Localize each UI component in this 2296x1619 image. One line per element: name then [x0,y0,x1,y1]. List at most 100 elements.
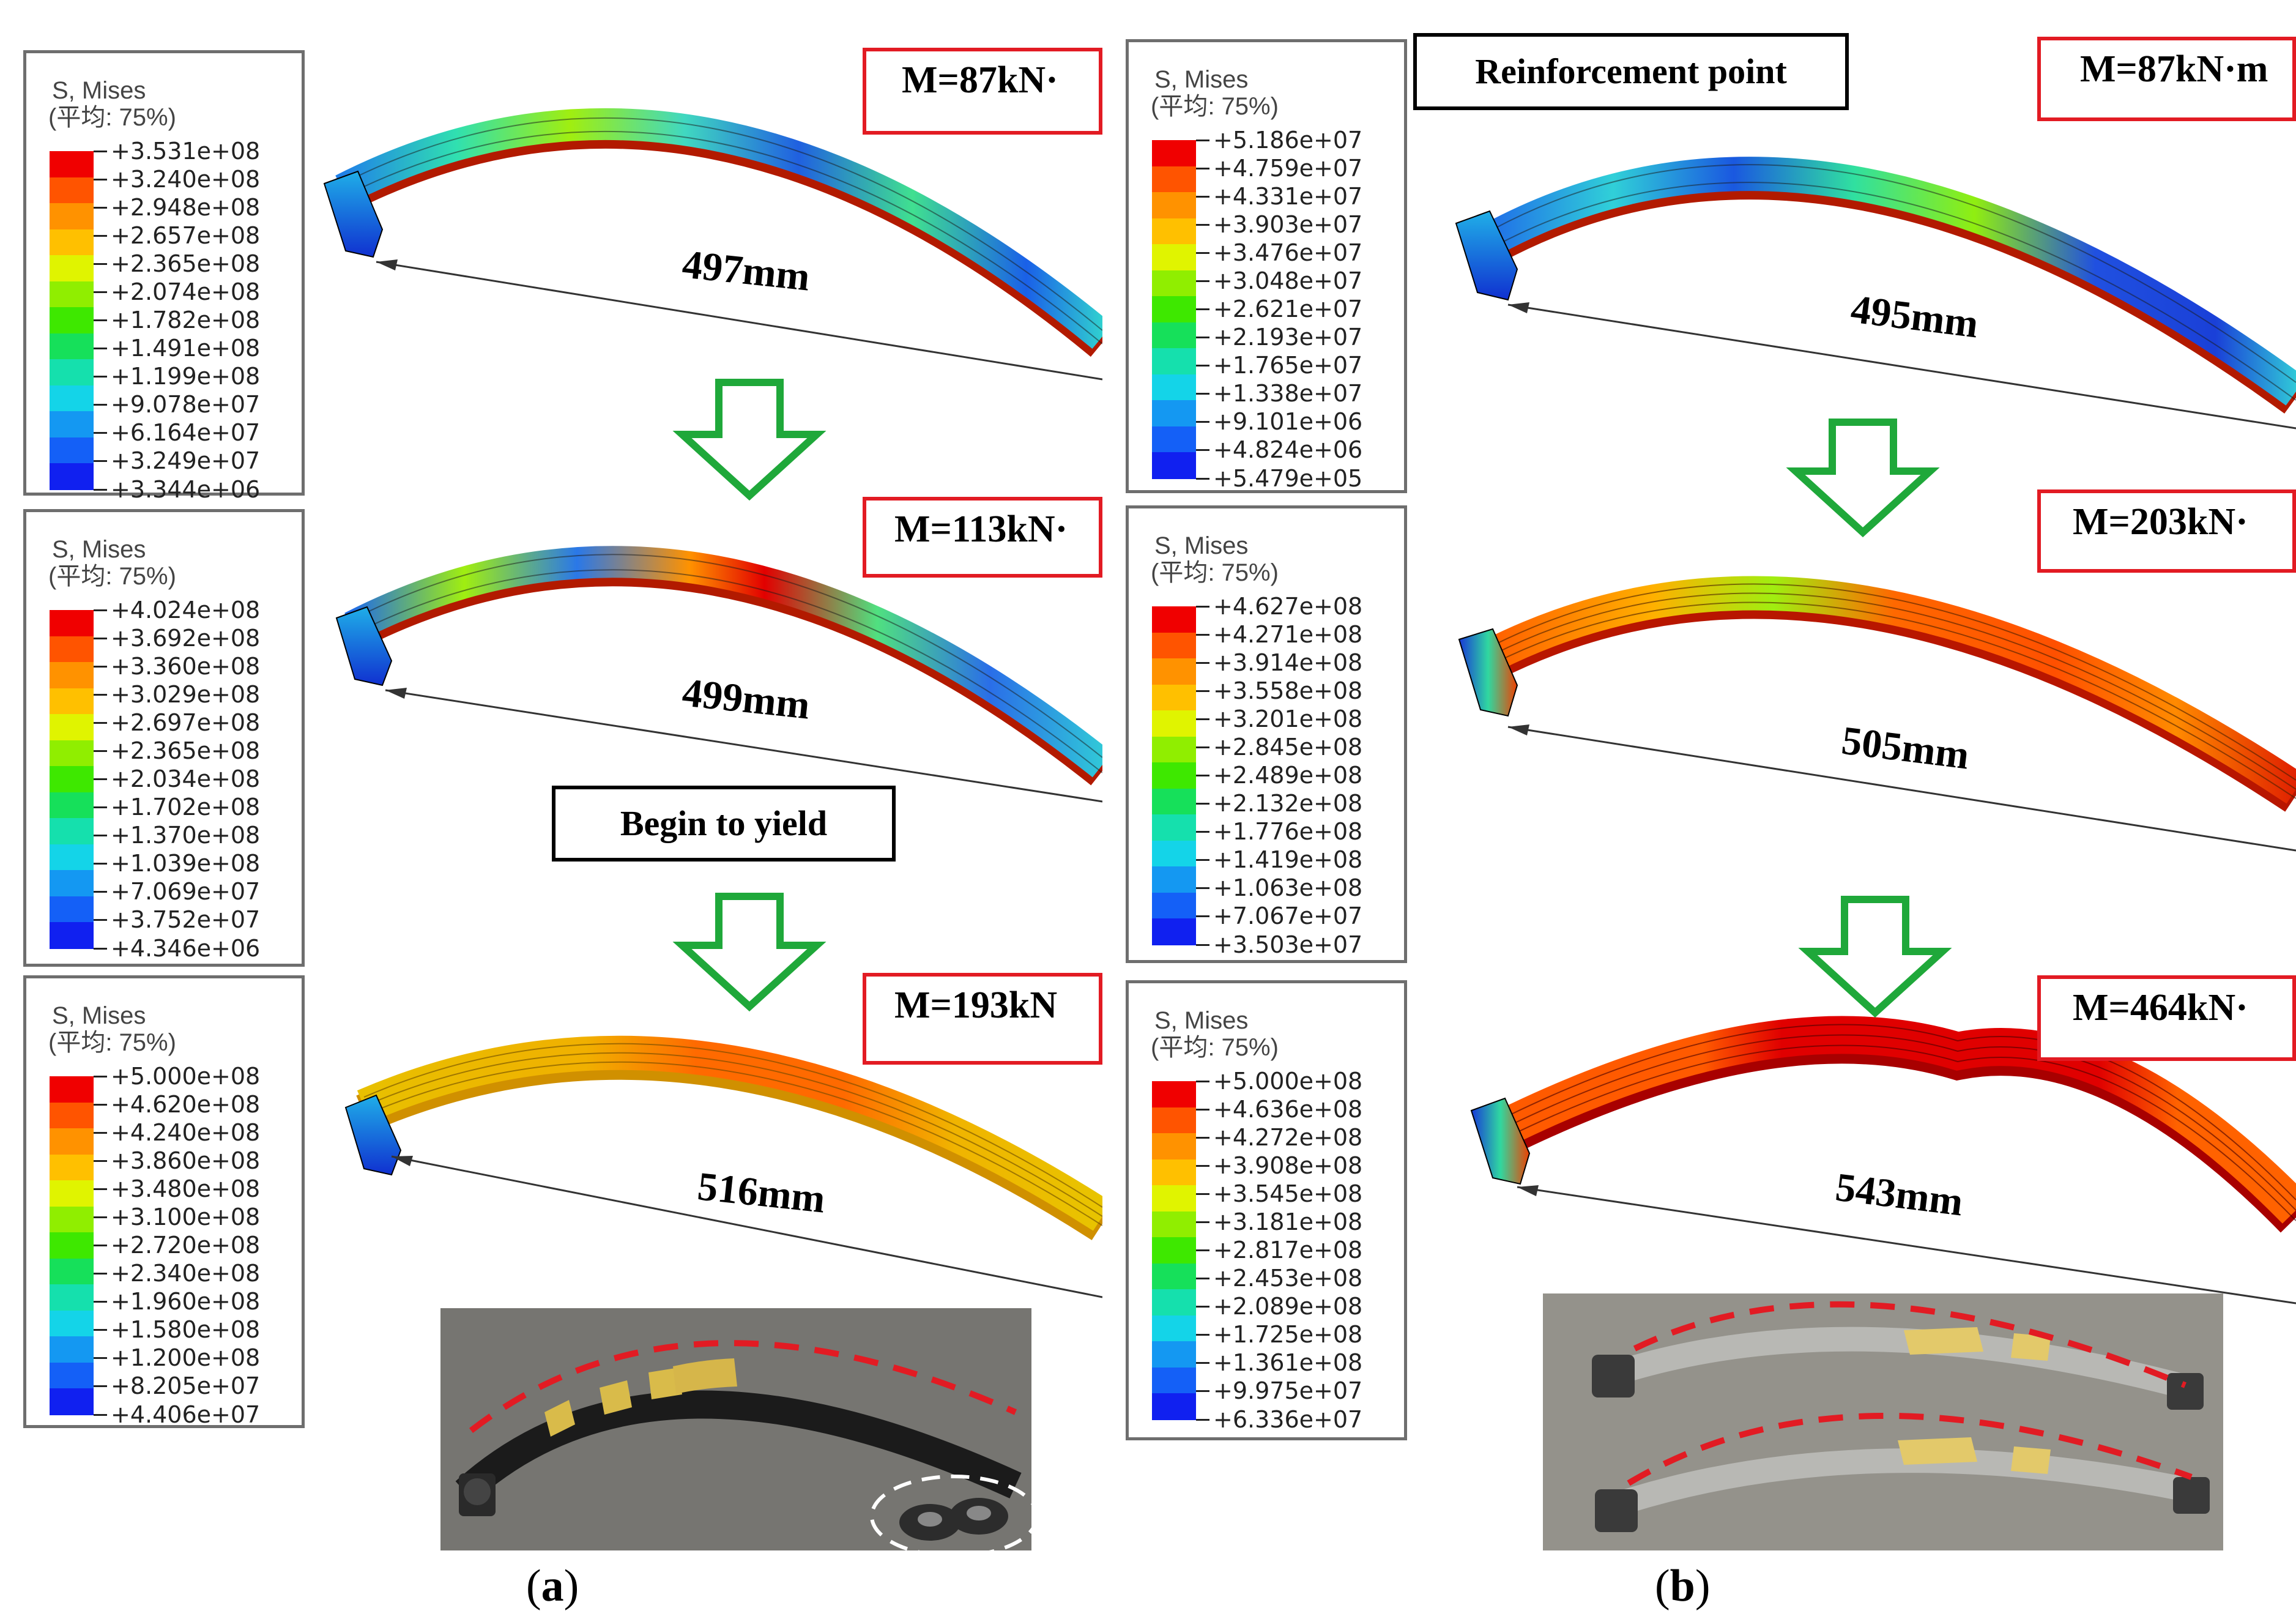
legend-tick [1196,1306,1209,1308]
legend-tick [1196,943,1209,946]
legend-tick [1196,718,1209,721]
legend-value: +2.845e+08 [1213,734,1363,761]
legend-tick [94,1413,107,1416]
legend-tick [94,1076,107,1077]
legend-tick [1196,859,1209,862]
legend-tick [94,609,107,611]
legend-color-swatch [1152,1393,1196,1420]
legend-color-swatch [50,255,94,282]
legend-value: +3.692e+08 [111,625,261,652]
legend-tick [1196,1221,1209,1224]
legend-value: +2.489e+08 [1213,762,1363,789]
panel-a-graphics [0,0,1102,1619]
legend-subtitle: (平均: 75%) [1151,559,1279,586]
legend-value: +8.205e+07 [111,1372,261,1400]
legend-tick [1196,915,1209,918]
legend-color-swatch [50,610,94,637]
legend-tick [1196,393,1209,395]
legend-value: +3.240e+08 [111,166,261,193]
legend-tick [1196,1278,1209,1280]
legend-value: +1.039e+08 [111,850,261,877]
legend-color-swatch [1152,736,1196,763]
legend-value: +5.000e+08 [1213,1068,1363,1095]
legend-value: +1.580e+08 [111,1316,261,1344]
legend-color-swatch [1152,1263,1196,1290]
legend-tick [94,291,107,294]
legend-color-swatch [50,1154,94,1181]
legend-value: +2.132e+08 [1213,790,1363,817]
legend-tick [94,835,107,837]
legend-color-swatch [1152,632,1196,659]
legend-color-swatch [1152,244,1196,271]
legend-color-swatch [1152,166,1196,193]
legend-tick [1196,224,1209,226]
legend-color-swatch [1152,866,1196,893]
legend-color-swatch [1152,1237,1196,1264]
legend-tick [94,1385,107,1388]
legend-tick [1196,1334,1209,1336]
legend-value: +7.067e+07 [1213,903,1363,930]
legend-value: +5.479e+05 [1213,464,1363,492]
legend-tick [1196,1109,1209,1111]
legend-color-swatch [1152,1289,1196,1316]
photo-specimen-b [1543,1293,2223,1550]
legend-value: +7.069e+07 [111,878,261,906]
legend-tick [1196,831,1209,833]
legend-value: +2.621e+07 [1213,296,1363,323]
legend-color-swatch [1152,140,1196,167]
legend-value: +2.034e+08 [111,765,261,793]
legend-value: +4.636e+08 [1213,1096,1363,1123]
legend-color-swatch [50,177,94,204]
legend-color-swatch [1152,710,1196,737]
legend-color-swatch [1152,1315,1196,1342]
legend-color-swatch [50,203,94,230]
legend-color-swatch [50,1076,94,1103]
legend-subtitle: (平均: 75%) [48,563,176,590]
legend-value: +3.029e+08 [111,681,261,709]
legend-value: +2.697e+08 [111,709,261,737]
legend-value: +1.725e+08 [1213,1321,1363,1349]
legend-tick [94,638,107,640]
legend-value: +1.491e+08 [111,335,261,362]
legend-color-swatch [1152,192,1196,219]
legend-value: +3.476e+07 [1213,239,1363,267]
legend-tick [94,1104,107,1106]
legend-value: +3.201e+08 [1213,705,1363,733]
legend-color-swatch [50,766,94,793]
legend-title: S, Mises [52,536,146,563]
legend-value: +3.914e+08 [1213,649,1363,677]
legend-color-swatch [50,151,94,178]
legend-color-swatch [50,359,94,386]
legend-value: +5.000e+08 [111,1063,261,1090]
legend-value: +2.657e+08 [111,222,261,250]
legend-tick [1196,477,1209,480]
legend-value: +4.406e+07 [111,1401,261,1428]
legend-b1: S, Mises (平均: 75%) +5.186e+07 +4.759e+07 +4.… [1126,39,1407,493]
legend-color-swatch [1152,762,1196,789]
legend-tick [94,488,107,491]
down-arrow-icon [672,379,827,501]
legend-value: +1.702e+08 [111,794,261,821]
legend-tick [1196,803,1209,805]
legend-tick [94,1357,107,1360]
legend-value: +9.975e+07 [1213,1377,1363,1405]
legend-value: +2.074e+08 [111,278,261,306]
legend-value: +5.186e+07 [1213,127,1363,154]
legend-color-swatch [1152,452,1196,479]
legend-color-swatch [1152,1159,1196,1186]
moment-label-a1: M=87kN· [863,48,1102,135]
legend-tick [94,778,107,781]
legend-tick [94,1216,107,1219]
legend-tick [1196,365,1209,367]
legend-color-swatch [1152,814,1196,841]
legend-value: +3.860e+08 [111,1147,261,1175]
legend-tick [1196,775,1209,777]
legend-value: +3.545e+08 [1213,1180,1363,1208]
fea-bar-b3 [1470,1016,2296,1305]
legend-value: +3.048e+07 [1213,267,1363,295]
legend-value: +1.370e+08 [111,822,261,849]
begin-to-yield-label: Begin to yield [552,786,896,862]
legend-color-swatch [50,1362,94,1389]
caption-a: (a) [526,1561,579,1611]
legend-tick [94,863,107,865]
